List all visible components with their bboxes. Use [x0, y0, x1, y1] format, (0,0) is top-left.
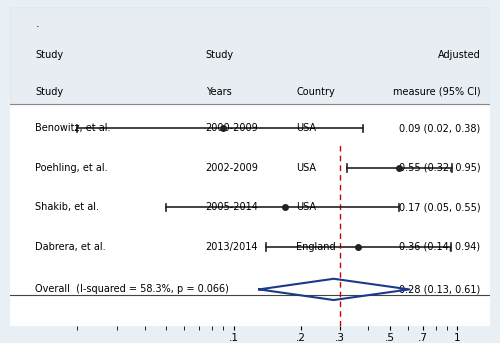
Text: 0.55 (0.32, 0.95): 0.55 (0.32, 0.95)	[399, 163, 480, 173]
Text: Country: Country	[296, 87, 335, 97]
Text: Overall  (I-squared = 58.3%, p = 0.066): Overall (I-squared = 58.3%, p = 0.066)	[36, 284, 230, 294]
Text: Years: Years	[206, 87, 232, 97]
Text: USA: USA	[296, 163, 316, 173]
Text: 0.36 (0.14, 0.94): 0.36 (0.14, 0.94)	[400, 242, 480, 252]
Text: Adjusted: Adjusted	[438, 50, 480, 60]
Text: 0.28 (0.13, 0.61): 0.28 (0.13, 0.61)	[399, 284, 480, 294]
Text: measure (95% CI): measure (95% CI)	[393, 87, 480, 97]
Text: .: .	[36, 19, 39, 29]
Text: England: England	[296, 242, 336, 252]
Text: Study: Study	[206, 50, 234, 60]
Text: 2005-2014: 2005-2014	[206, 202, 258, 212]
Text: Shakib, et al.: Shakib, et al.	[36, 202, 100, 212]
Text: Study: Study	[36, 50, 64, 60]
Bar	[10, 7, 490, 104]
Text: 2000-2009: 2000-2009	[206, 123, 258, 133]
Text: 2002-2009: 2002-2009	[206, 163, 258, 173]
Text: Study: Study	[36, 87, 64, 97]
Text: 0.17 (0.05, 0.55): 0.17 (0.05, 0.55)	[399, 202, 480, 212]
Text: Benowitz, et al.: Benowitz, et al.	[36, 123, 111, 133]
Text: USA: USA	[296, 202, 316, 212]
Text: Dabrera, et al.: Dabrera, et al.	[36, 242, 106, 252]
Text: Poehling, et al.: Poehling, et al.	[36, 163, 108, 173]
Text: 2013/2014: 2013/2014	[206, 242, 258, 252]
Text: 0.09 (0.02, 0.38): 0.09 (0.02, 0.38)	[399, 123, 480, 133]
Text: USA: USA	[296, 123, 316, 133]
